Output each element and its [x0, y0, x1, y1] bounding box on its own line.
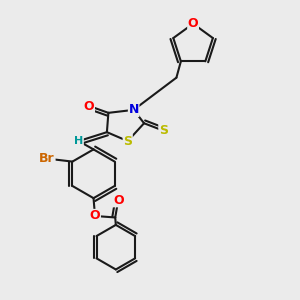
- Text: S: S: [159, 124, 168, 137]
- Text: O: O: [84, 100, 94, 112]
- Text: O: O: [90, 209, 100, 223]
- Text: Br: Br: [39, 152, 55, 165]
- Text: N: N: [128, 103, 139, 116]
- Text: O: O: [188, 17, 198, 30]
- Text: S: S: [123, 135, 132, 148]
- Text: H: H: [74, 136, 83, 146]
- Text: O: O: [113, 194, 124, 207]
